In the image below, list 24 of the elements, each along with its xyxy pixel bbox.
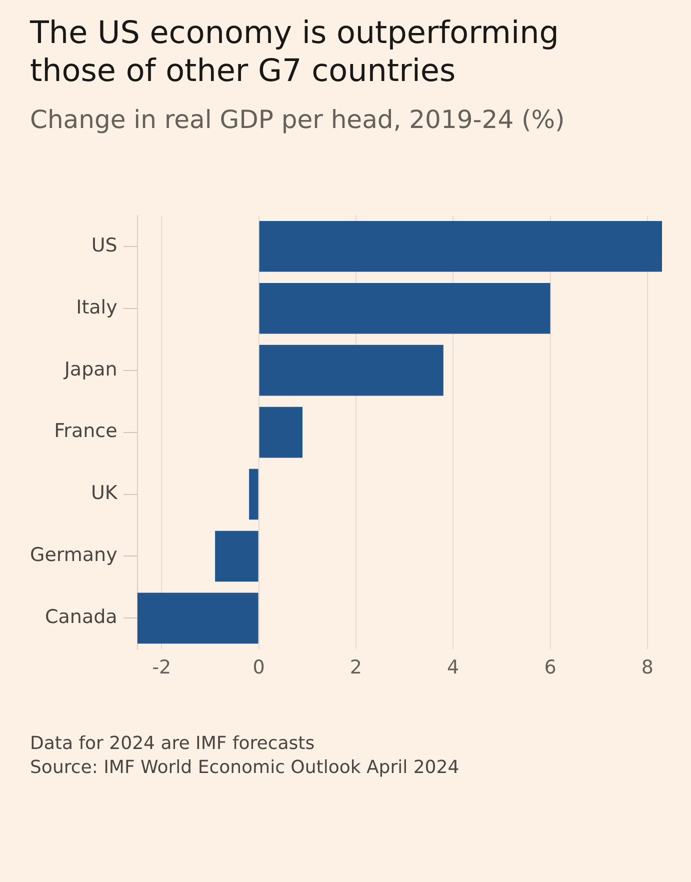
- chart-title: The US economy is outperforming those of other G7 countries: [30, 14, 560, 90]
- x-tick-label: 4: [447, 656, 460, 679]
- x-tick-label: 8: [641, 656, 654, 679]
- y-tick-label: Italy: [76, 296, 118, 318]
- bar: [137, 592, 258, 644]
- x-tick-label: 6: [544, 656, 556, 679]
- bar: [259, 282, 550, 334]
- bar: [259, 220, 662, 272]
- bar: [215, 530, 258, 582]
- y-tick-label: UK: [90, 482, 118, 504]
- y-tick-label: Japan: [63, 358, 118, 380]
- y-tick-label: France: [54, 420, 118, 442]
- x-tick-label: -2: [152, 656, 172, 679]
- text: Data for 2024 are IMF forecasts: [30, 732, 316, 756]
- x-tick-label: 0: [252, 656, 265, 679]
- y-tick-label: US: [91, 234, 118, 256]
- x-tick-label: 2: [350, 656, 362, 679]
- chart-subtitle: Change in real GDP per head, 2019-24 (%): [30, 104, 566, 136]
- source-note: Source: IMF World Economic Outlook April 2024: [30, 756, 460, 780]
- y-tick-label: Germany: [30, 544, 118, 566]
- bar: [249, 468, 258, 520]
- bar: [259, 406, 303, 458]
- y-tick-label: Canada: [45, 606, 118, 628]
- bar: [259, 344, 444, 396]
